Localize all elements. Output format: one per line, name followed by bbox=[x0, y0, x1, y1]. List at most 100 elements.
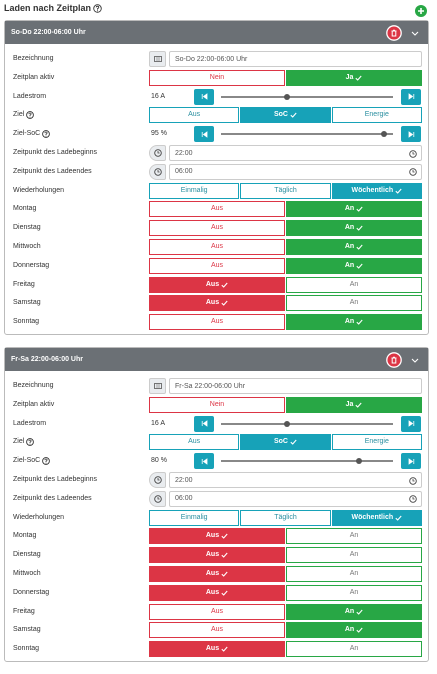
increment-button[interactable] bbox=[401, 88, 421, 105]
option-label: Wöchentlich bbox=[351, 186, 394, 194]
option-button[interactable]: An bbox=[286, 220, 422, 237]
slider-thumb[interactable] bbox=[381, 131, 388, 138]
option-button[interactable]: An bbox=[286, 603, 422, 620]
label-text: Ladestrom bbox=[13, 92, 47, 100]
option-button[interactable]: Aus bbox=[149, 566, 285, 582]
step-icon bbox=[408, 130, 414, 138]
option-button[interactable]: Aus bbox=[149, 584, 285, 601]
option-button[interactable]: Einmalig bbox=[149, 182, 240, 199]
input-value: So-Do 22:00-06:00 Uhr bbox=[175, 55, 248, 63]
option-button[interactable]: Ja bbox=[286, 396, 422, 413]
option-button[interactable]: Aus bbox=[149, 547, 285, 564]
field-label: Freitag bbox=[13, 280, 35, 290]
option-button[interactable]: Täglich bbox=[240, 182, 331, 199]
field-label: Ziel bbox=[13, 437, 35, 447]
option-button[interactable]: Wöchentlich bbox=[331, 182, 422, 199]
slider-thumb[interactable] bbox=[355, 458, 362, 465]
option-button[interactable]: Aus bbox=[149, 201, 285, 218]
help-icon[interactable] bbox=[93, 3, 102, 13]
delete-button[interactable] bbox=[386, 25, 402, 41]
label-text: Donnerstag bbox=[13, 588, 50, 596]
field-label: Bezeichnung bbox=[13, 54, 53, 64]
option-button[interactable]: An bbox=[286, 295, 422, 312]
option-button[interactable]: An bbox=[286, 547, 422, 564]
option-button[interactable]: An bbox=[286, 257, 422, 274]
option-button[interactable]: An bbox=[286, 584, 422, 601]
option-button[interactable]: Aus bbox=[149, 276, 285, 293]
option-label: An bbox=[344, 243, 355, 250]
slider-thumb[interactable] bbox=[284, 93, 291, 100]
option-button[interactable]: Aus bbox=[149, 314, 285, 331]
label-text: Bezeichnung bbox=[13, 382, 54, 389]
increment-button[interactable] bbox=[401, 453, 421, 470]
option-button[interactable]: An bbox=[286, 622, 422, 639]
label-text: Mittwoch bbox=[13, 570, 41, 577]
check-icon bbox=[221, 534, 228, 540]
decrement-button[interactable] bbox=[194, 453, 214, 470]
option-button[interactable]: Energie bbox=[331, 107, 422, 124]
option-button[interactable]: Nein bbox=[149, 396, 285, 413]
option-button[interactable]: Aus bbox=[149, 603, 285, 620]
option-button[interactable]: Aus bbox=[149, 107, 240, 124]
option-button[interactable]: An bbox=[286, 641, 422, 658]
text-input[interactable]: 06:00 bbox=[169, 490, 422, 507]
option-label: An bbox=[349, 280, 359, 288]
option-button[interactable]: Aus bbox=[149, 641, 285, 658]
option-button[interactable]: Aus bbox=[149, 528, 285, 545]
option-button[interactable]: An bbox=[286, 528, 422, 545]
option-label: An bbox=[344, 318, 355, 326]
help-icon[interactable] bbox=[26, 111, 35, 120]
slider-thumb[interactable] bbox=[284, 420, 291, 427]
increment-button[interactable] bbox=[401, 126, 421, 143]
option-button[interactable]: Aus bbox=[149, 295, 285, 312]
field-label: Dienstag bbox=[13, 223, 41, 233]
option-button[interactable]: Aus bbox=[149, 434, 240, 451]
text-input[interactable]: 22:00 bbox=[169, 472, 422, 488]
option-button[interactable]: SoC bbox=[240, 107, 331, 124]
option-button[interactable]: Aus bbox=[149, 220, 285, 237]
decrement-button[interactable] bbox=[194, 88, 214, 105]
option-button[interactable]: An bbox=[286, 239, 422, 255]
option-button[interactable]: An bbox=[286, 566, 422, 582]
field-label: Mittwoch bbox=[13, 242, 41, 252]
option-label: Aus bbox=[210, 626, 224, 634]
field-label: Dienstag bbox=[13, 550, 41, 560]
option-label: Nein bbox=[209, 400, 225, 408]
option-button[interactable]: An bbox=[286, 201, 422, 218]
text-input[interactable]: 22:00 bbox=[169, 145, 422, 161]
option-label: Energie bbox=[364, 438, 389, 446]
option-label: Aus bbox=[188, 438, 201, 446]
option-button[interactable]: Energie bbox=[331, 434, 422, 451]
option-button[interactable]: SoC bbox=[240, 434, 331, 451]
option-button[interactable]: Nein bbox=[149, 69, 285, 86]
collapse-toggle[interactable] bbox=[410, 355, 420, 365]
option-label: An bbox=[349, 551, 359, 559]
increment-button[interactable] bbox=[401, 415, 421, 432]
option-button[interactable]: Wöchentlich bbox=[331, 509, 422, 526]
step-icon bbox=[408, 93, 414, 100]
option-button[interactable]: Aus bbox=[149, 239, 285, 255]
keyboard-icon bbox=[153, 56, 162, 62]
text-input[interactable]: So-Do 22:00-06:00 Uhr bbox=[169, 51, 422, 67]
delete-button[interactable] bbox=[386, 352, 402, 368]
label-text: Ziel-SoC bbox=[13, 130, 41, 138]
text-input[interactable]: 06:00 bbox=[169, 163, 422, 180]
option-button[interactable]: Aus bbox=[149, 257, 285, 274]
decrement-button[interactable] bbox=[194, 126, 214, 143]
option-button[interactable]: Täglich bbox=[240, 509, 331, 526]
help-icon[interactable] bbox=[26, 438, 35, 447]
option-button[interactable]: An bbox=[286, 314, 422, 331]
help-icon[interactable] bbox=[42, 457, 51, 466]
slider-track bbox=[221, 95, 393, 98]
help-icon[interactable] bbox=[42, 130, 51, 139]
option-button[interactable]: Aus bbox=[149, 622, 285, 639]
collapse-toggle[interactable] bbox=[410, 28, 420, 38]
add-button[interactable] bbox=[415, 5, 427, 17]
decrement-button[interactable] bbox=[194, 415, 214, 432]
option-button[interactable]: Einmalig bbox=[149, 509, 240, 526]
label-text: Sonntag bbox=[13, 318, 40, 326]
input-value: 06:00 bbox=[175, 495, 193, 503]
text-input[interactable]: Fr-Sa 22:00-06:00 Uhr bbox=[169, 378, 422, 394]
option-button[interactable]: An bbox=[286, 276, 422, 293]
option-button[interactable]: Ja bbox=[286, 69, 422, 86]
